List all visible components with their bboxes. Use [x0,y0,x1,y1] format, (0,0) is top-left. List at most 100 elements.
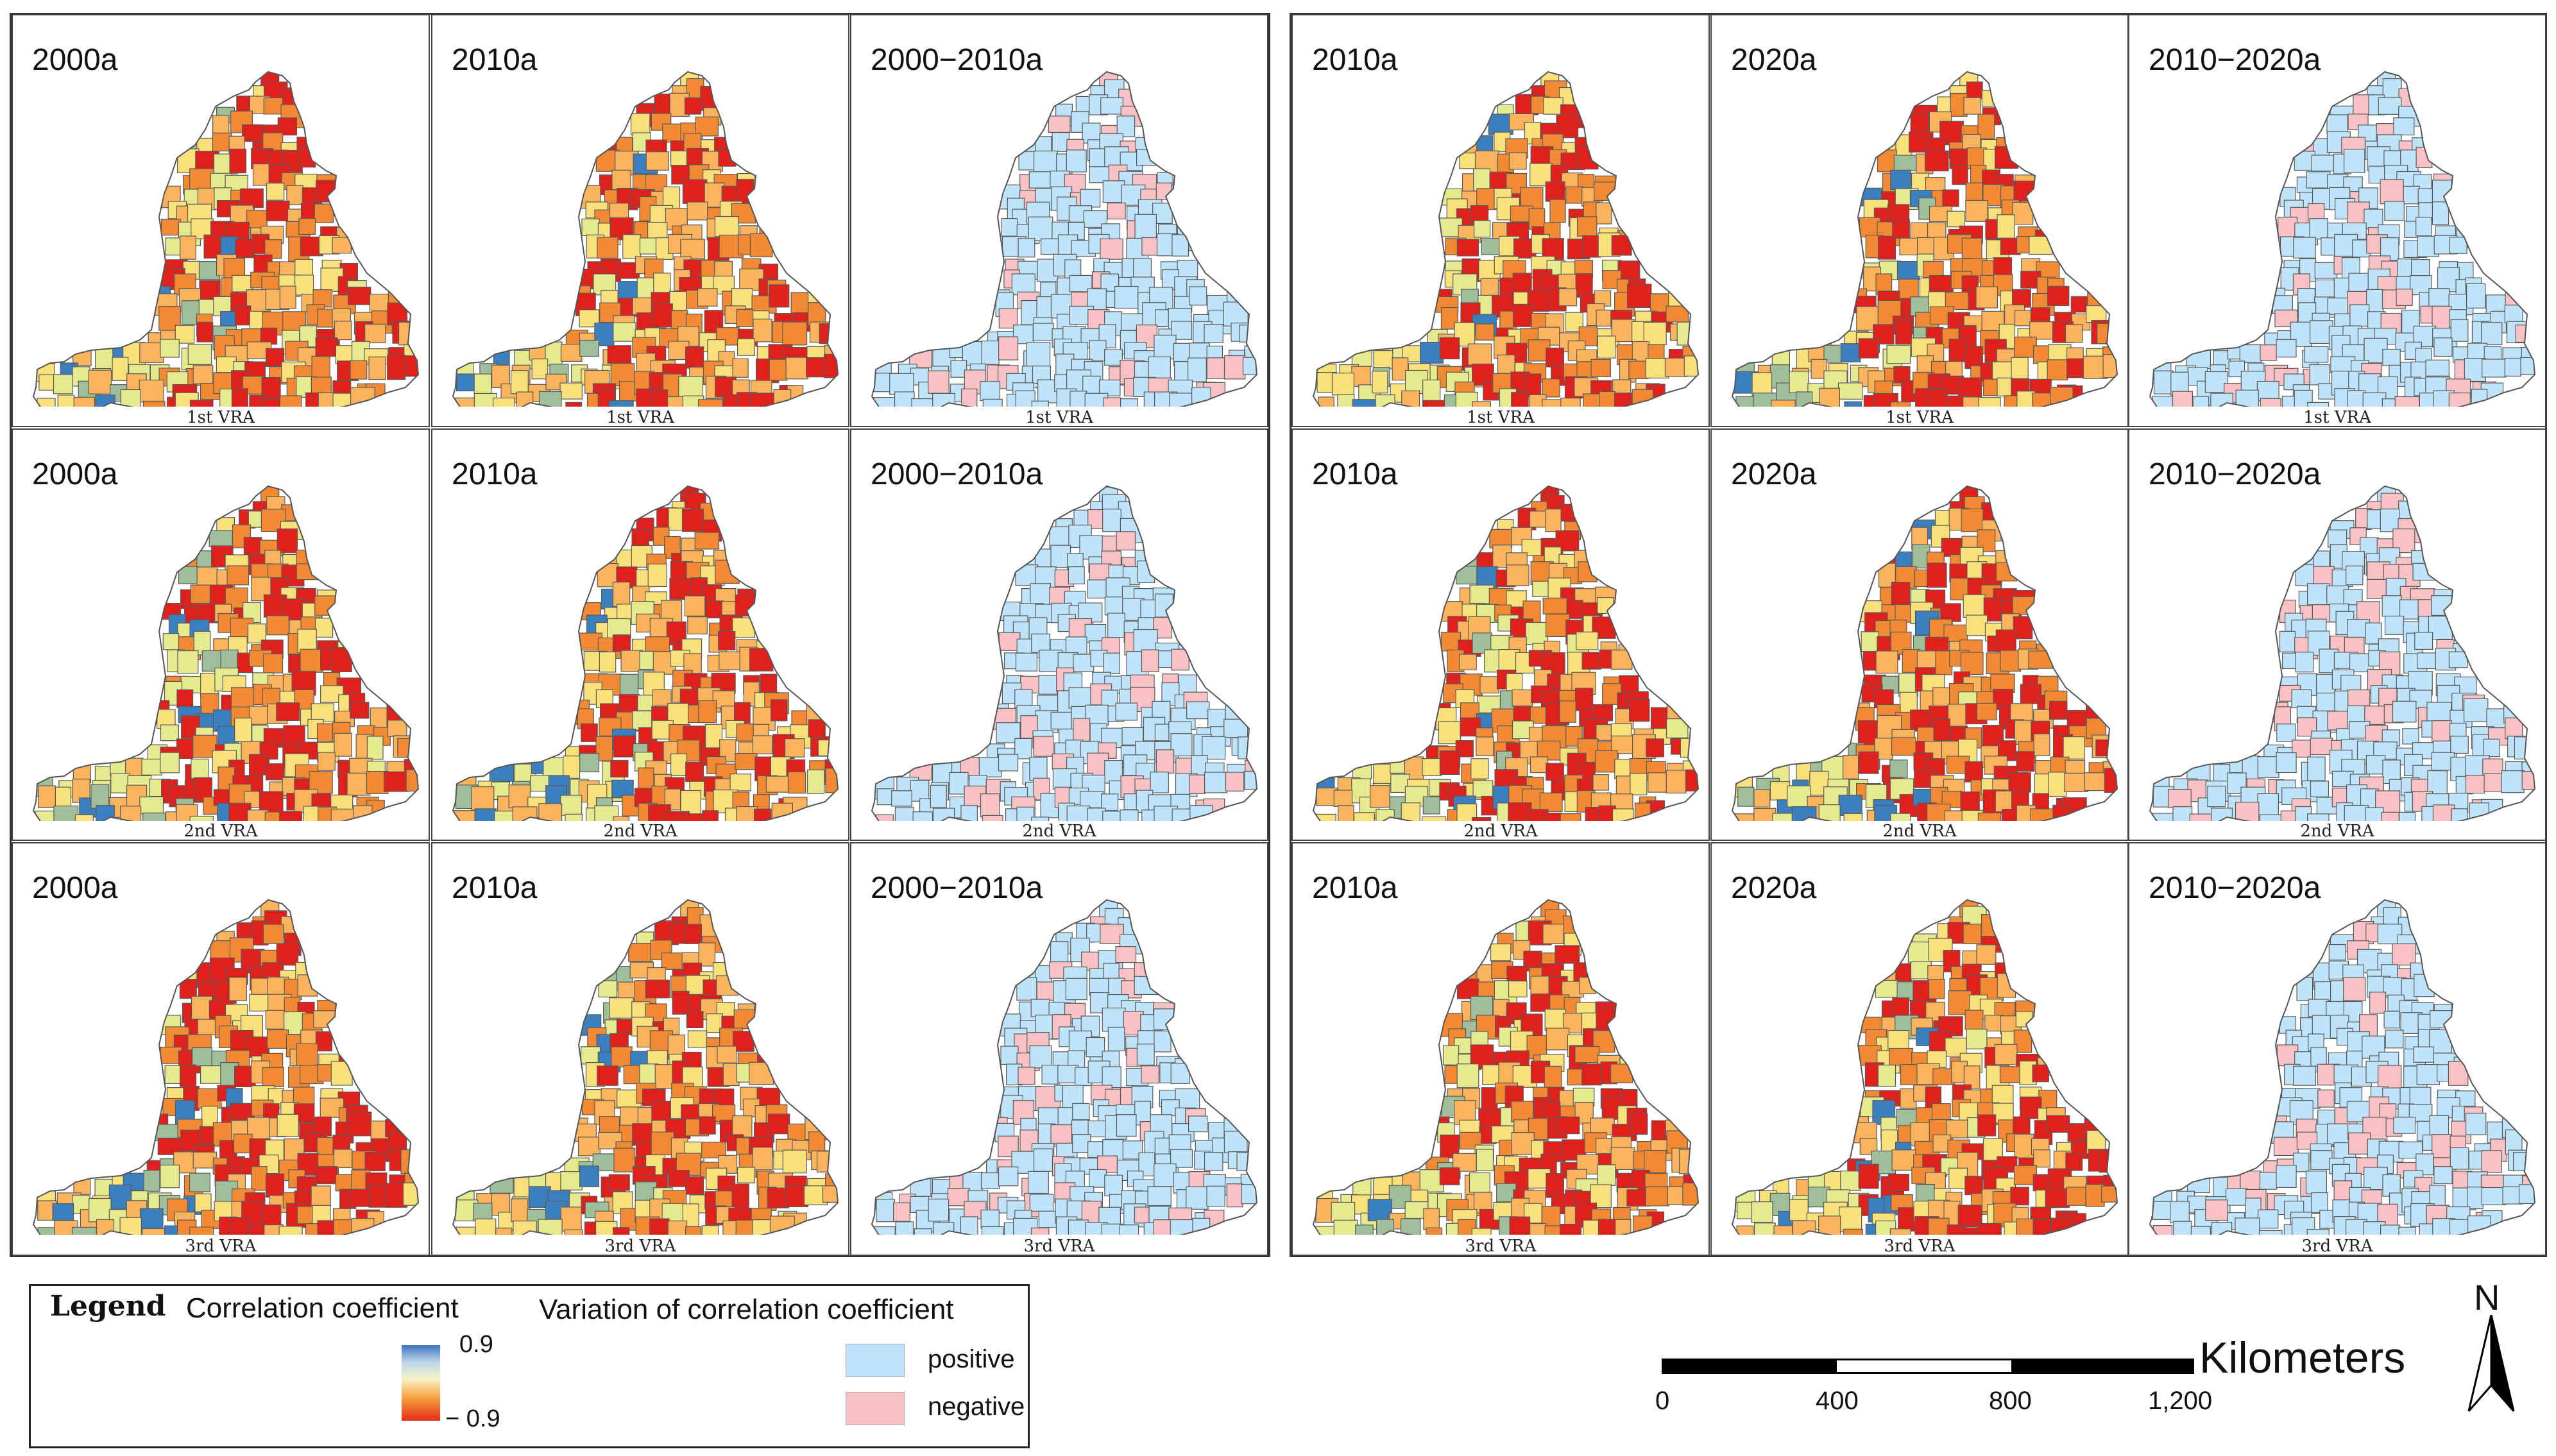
vra-label-text: 3rd VRA [181,1237,260,1255]
map-panel-left-row1-col2: 2010a 1st VRA [431,14,849,427]
correlation-color-ramp [402,1345,440,1421]
panel-year-label: 2020a [1731,43,1817,77]
map-panel-right-row3-col1: 2010a 3rd VRA [1291,842,1710,1256]
region-map [1731,71,2118,407]
scale-tick-800: 800 [1989,1387,2032,1415]
vra-label-text: 1st VRA [1463,408,1538,426]
scale-unit-label: Kilometers [2199,1333,2406,1382]
vra-label-text: 2nd VRA [1018,822,1100,840]
region-map [32,71,420,407]
region-map [2149,485,2536,821]
map-panel-right-row2-col2: 2020a 2nd VRA [1710,428,2129,841]
scale-tick-0: 0 [1655,1387,1670,1415]
map-panel-right-row1-col3: 2010−2020a 1st VRA [2128,14,2546,427]
vra-label: 3rd VRA [1712,1237,2127,1255]
vra-label-text: 3rd VRA [601,1237,680,1255]
vra-label: 2nd VRA [432,822,848,840]
vra-label-text: 2nd VRA [1460,822,1542,840]
map-panel-left-row3-col3: 2000−2010a 3rd VRA [850,842,1268,1256]
positive-swatch [846,1344,905,1377]
vra-label: 2nd VRA [13,822,429,840]
panel-year-label: 2000a [32,871,118,905]
vra-label: 1st VRA [432,408,848,426]
vra-label: 3rd VRA [432,1237,848,1255]
panel-year-label: 2020a [1731,457,1817,491]
map-panel-right-row2-col1: 2010a 2nd VRA [1291,428,1710,841]
map-panel-left-row3-col1: 2000a 3rd VRA [12,842,430,1256]
map-panel-right-row2-col3: 2010−2020a 2nd VRA [2128,428,2546,841]
vra-label-text: 1st VRA [1882,408,1957,426]
panel-year-label: 2000a [32,457,118,491]
region-map [871,71,1258,407]
vra-label: 2nd VRA [1293,822,1708,840]
positive-label: positive [928,1345,1015,1373]
vra-label: 2nd VRA [851,822,1267,840]
panel-year-label: 2010−2020a [2149,871,2321,905]
vra-label: 1st VRA [1293,408,1708,426]
scale-bar [1662,1359,2194,1374]
region-map [452,899,839,1235]
panel-year-label: 2000−2010a [871,871,1043,905]
vra-label: 3rd VRA [851,1237,1267,1255]
map-panel-left-row3-col2: 2010a 3rd VRA [431,842,849,1256]
legend-box: Legend Correlation coefficient Variation… [29,1284,1030,1448]
ramp-max-label: 0.9 [459,1331,493,1358]
vra-label-text: 1st VRA [183,408,259,426]
north-label: N [2474,1277,2500,1317]
vra-label: 2nd VRA [1712,822,2127,840]
map-panel-left-row2-col3: 2000−2010a 2nd VRA [850,428,1268,841]
vra-label-text: 3rd VRA [1880,1237,1959,1255]
region-map [32,485,420,821]
vra-label: 1st VRA [851,408,1267,426]
legend-correlation-label: Correlation coefficient [186,1292,459,1324]
region-map [2149,71,2536,407]
vra-label-text: 1st VRA [2299,408,2375,426]
region-map [32,899,420,1235]
panel-year-label: 2010a [1312,457,1398,491]
map-panel-left-row1-col1: 2000a 1st VRA [12,14,430,427]
vra-label: 3rd VRA [13,1237,429,1255]
region-map [452,71,839,407]
map-panel-left-row2-col2: 2010a 2nd VRA [431,428,849,841]
region-map [1731,485,2118,821]
panel-year-label: 2000−2010a [871,43,1043,77]
vra-label: 1st VRA [1712,408,2127,426]
scale-tick-1200: 1,200 [2148,1387,2213,1415]
ramp-min-label: − 0.9 [445,1405,500,1432]
vra-label-text: 1st VRA [1021,408,1097,426]
map-panel-right-row1-col1: 2010a 1st VRA [1291,14,1710,427]
vra-label: 3rd VRA [2129,1237,2545,1255]
panel-year-label: 2010a [1312,43,1398,77]
vra-label-text: 2nd VRA [599,822,681,840]
region-map [1312,485,1700,821]
vra-label: 3rd VRA [1293,1237,1708,1255]
negative-label: negative [928,1393,1025,1421]
scale-tick-400: 400 [1816,1387,1859,1415]
vra-label: 2nd VRA [2129,822,2545,840]
vra-label-text: 1st VRA [602,408,678,426]
panel-year-label: 2000a [32,43,118,77]
panel-year-label: 2010a [452,457,538,491]
region-map [1731,899,2118,1235]
panel-year-label: 2020a [1731,871,1817,905]
vra-label-text: 2nd VRA [180,822,262,840]
panel-year-label: 2010−2020a [2149,457,2321,491]
region-map [1312,899,1700,1235]
panel-year-label: 2010−2020a [2149,43,2321,77]
map-panel-right-row3-col3: 2010−2020a 3rd VRA [2128,842,2546,1256]
negative-swatch [846,1392,905,1425]
region-map [2149,899,2536,1235]
region-map [871,485,1258,821]
map-panel-left-row2-col1: 2000a 2nd VRA [12,428,430,841]
legend-title: Legend [50,1290,166,1323]
vra-label-text: 2nd VRA [1879,822,1961,840]
vra-label: 1st VRA [2129,408,2545,426]
vra-label-text: 3rd VRA [1461,1237,1540,1255]
region-map [1312,71,1700,407]
north-arrow: N [2462,1276,2520,1418]
vra-label-text: 2nd VRA [2296,822,2378,840]
map-panel-left-row1-col3: 2000−2010a 1st VRA [850,14,1268,427]
vra-label-text: 3rd VRA [1019,1237,1099,1255]
panel-year-label: 2010a [452,43,538,77]
panel-year-label: 2000−2010a [871,457,1043,491]
